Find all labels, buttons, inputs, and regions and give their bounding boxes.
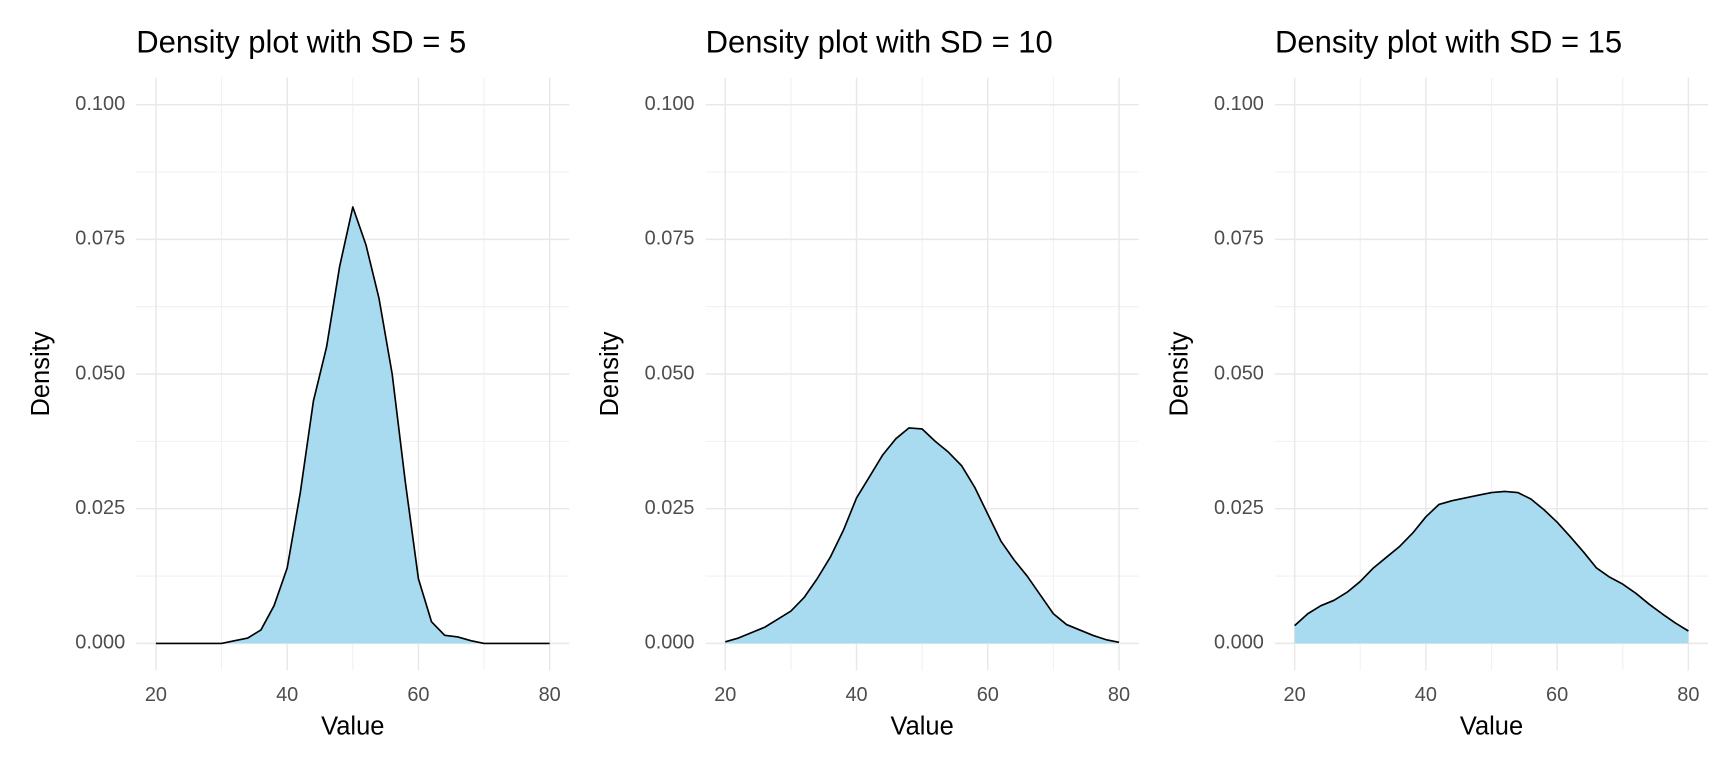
density-area: [725, 427, 1120, 644]
density-line: [725, 427, 1120, 644]
y-axis-label: Density: [596, 331, 624, 416]
density-line: [155, 206, 550, 645]
density-area: [155, 207, 550, 644]
x-tick-label: 80: [1108, 684, 1130, 706]
y-tick-label: 0.025: [645, 497, 695, 519]
y-tick-label: 0.025: [75, 497, 125, 519]
y-tick-label: 0.075: [645, 228, 695, 250]
x-tick-label: 60: [407, 684, 429, 706]
x-tick-label: 20: [1284, 684, 1306, 706]
x-axis-label: Value: [321, 713, 384, 741]
x-tick-label: 40: [1415, 684, 1437, 706]
density-area: [1294, 491, 1689, 644]
x-tick-label: 60: [977, 684, 999, 706]
y-tick-label: 0.050: [75, 362, 125, 384]
density-line: [1294, 490, 1689, 632]
y-tick-label: 0.000: [75, 632, 125, 654]
x-tick-label: 80: [1677, 684, 1699, 706]
x-axis-label: Value: [1460, 713, 1523, 741]
y-tick-label: 0.100: [645, 93, 695, 115]
chart-title: Density plot with SD = 15: [1275, 25, 1622, 60]
y-tick-label: 0.075: [75, 228, 125, 250]
y-tick-label: 0.025: [1214, 497, 1264, 519]
chart-title: Density plot with SD = 10: [706, 25, 1053, 60]
x-tick-label: 80: [539, 684, 561, 706]
y-axis-label: Density: [27, 331, 55, 416]
y-tick-label: 0.100: [75, 93, 125, 115]
x-tick-label: 60: [1546, 684, 1568, 706]
y-tick-label: 0.100: [1214, 93, 1264, 115]
x-tick-label: 40: [276, 684, 298, 706]
y-tick-label: 0.000: [645, 632, 695, 654]
x-tick-label: 40: [845, 684, 867, 706]
y-tick-label: 0.075: [1214, 228, 1264, 250]
chart-title: Density plot with SD = 5: [136, 25, 466, 60]
x-tick-label: 20: [714, 684, 736, 706]
y-tick-label: 0.050: [1214, 362, 1264, 384]
x-tick-label: 20: [145, 684, 167, 706]
y-axis-label: Density: [1166, 331, 1194, 416]
x-axis-label: Value: [891, 713, 954, 741]
y-tick-label: 0.000: [1214, 632, 1264, 654]
y-tick-label: 0.050: [645, 362, 695, 384]
